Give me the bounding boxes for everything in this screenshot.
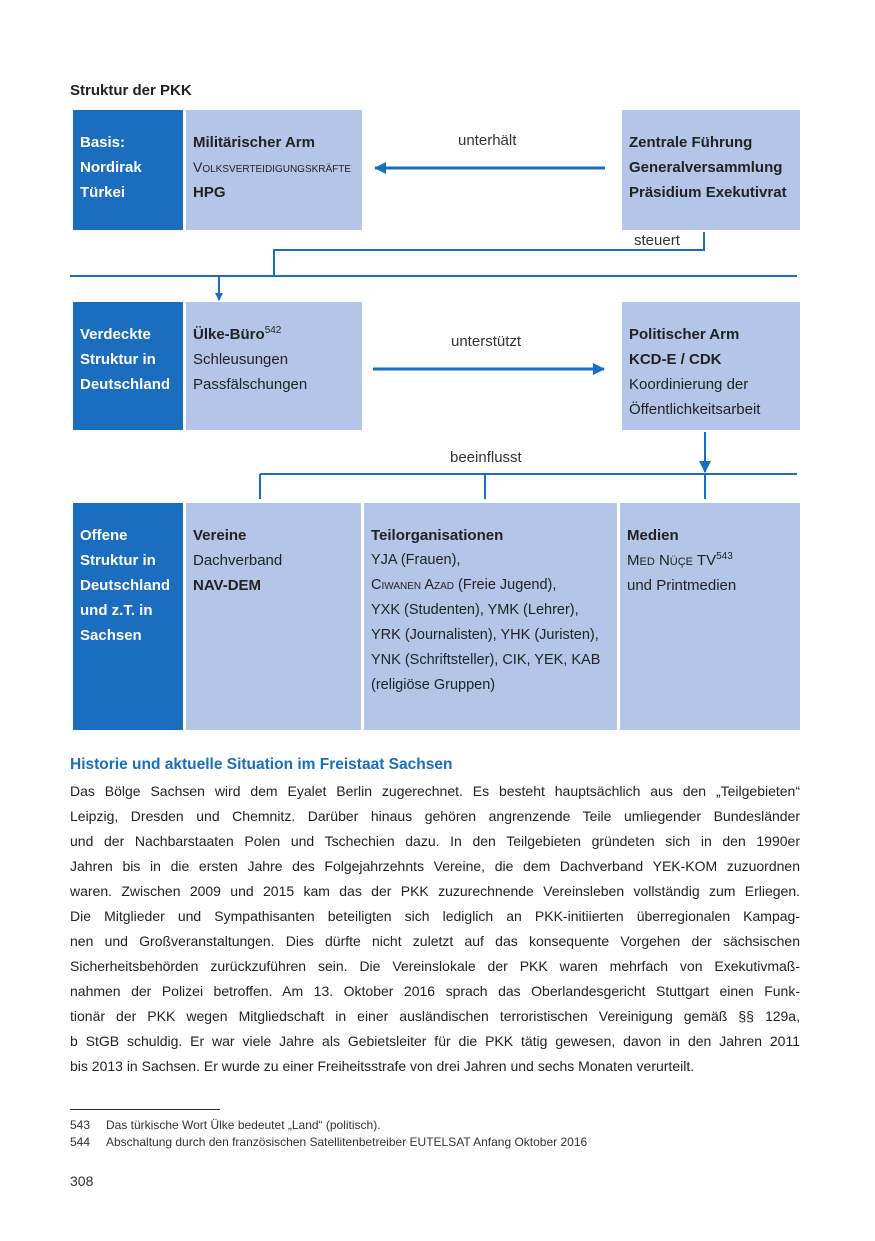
footnote-number: 543: [70, 1118, 91, 1132]
text: Präsidium Exekutivrat: [629, 184, 787, 201]
footnote-divider: [70, 1109, 220, 1110]
text: (religiöse Gruppen): [371, 677, 496, 693]
text-line: bis 2013 in Sachsen. Er wurde zu einer F…: [70, 1058, 695, 1074]
text: Basis:: [80, 134, 126, 151]
text: Ciwanen Azad: [371, 577, 455, 593]
text-line: nahmen der Polizei betroffen. Am 13. Okt…: [70, 983, 800, 999]
text: Deutschland: [80, 577, 171, 594]
edge-label-supports: unterstützt: [451, 333, 522, 350]
text: YJA (Frauen),: [371, 552, 461, 568]
level-open: Offene Struktur in Deutschland und z.T. …: [73, 503, 183, 730]
edge-label-influences: beeinflusst: [450, 449, 522, 466]
footnote-text: Abschaltung durch den französischen Sate…: [106, 1135, 588, 1149]
text: Verdeckte: [80, 326, 151, 343]
text: Nordirak: [80, 159, 142, 176]
footnote-543: 543 Das türkische Wort Ülke bedeutet „Lan…: [70, 1118, 381, 1132]
diagram-title: Struktur der PKK: [70, 82, 192, 99]
text-line: Das Bölge Sachsen wird dem Eyalet Berlin…: [70, 783, 800, 799]
media-box: Medien Med Nüçe TV543 und Printmedien: [620, 503, 800, 730]
footnote-text: Das türkische Wort Ülke bedeutet „Land“ …: [106, 1118, 381, 1132]
page-number: 308: [70, 1173, 94, 1189]
text-line: b StGB schuldig. Er war viele Jahre als …: [70, 1033, 800, 1049]
text-line: Jahren bis in die ersten Jahre des Folge…: [70, 858, 800, 874]
text: Koordinierung der: [629, 376, 749, 393]
edge-label-maintains: unterhält: [458, 132, 517, 149]
military-arm-box: Militärischer Arm Volksverteidigungskräf…: [186, 110, 362, 230]
text: YRK (Journalisten), YHK (Juristen),: [371, 627, 599, 643]
text: (Freie Jugend),: [454, 577, 557, 593]
text: YNK (Schriftsteller), CIK, YEK, KAB: [371, 652, 601, 668]
text: Passfälschungen: [193, 376, 308, 393]
text: Teilorganisationen: [371, 527, 504, 544]
text: Deutschland: [80, 376, 171, 393]
text: Generalversammlung: [629, 159, 783, 176]
text-line: waren. Zwischen 2009 und 2015 kam das de…: [70, 883, 800, 899]
suborganizations-box: Teilorganisationen YJA (Frauen), Ciwanen…: [364, 503, 617, 730]
text: Struktur in: [80, 552, 156, 569]
text: und z.T. in: [80, 602, 153, 619]
text: HPG: [193, 184, 226, 201]
text: KCD-E / CDK: [629, 351, 722, 368]
text: Zentrale Führung: [629, 134, 753, 151]
body-paragraph: Das Bölge Sachsen wird dem Eyalet Berlin…: [70, 779, 800, 1079]
footnote-number: 544: [70, 1135, 91, 1149]
text: Ülke-Büro: [193, 326, 265, 343]
text: Militärischer Arm: [193, 134, 315, 151]
text-line: Die Mitglieder und Sympathisanten beteil…: [70, 908, 800, 924]
text-line: nen und Großveranstaltungen. Dies dürfte…: [70, 933, 800, 949]
associations-box: Vereine Dachverband NAV-DEM: [186, 503, 361, 730]
text: Struktur in: [80, 351, 156, 368]
section-heading: Historie und aktuelle Situation im Freis…: [70, 756, 453, 773]
footnote-544: 544 Abschaltung durch den französischen S…: [70, 1135, 587, 1149]
text: Volksverteidigungskräfte: [193, 159, 352, 175]
text: Politischer Arm: [629, 326, 740, 343]
footnote-ref[interactable]: 543: [716, 551, 733, 562]
text: Türkei: [80, 184, 126, 201]
diagram-connectors: [70, 162, 797, 499]
central-leadership-box: Zentrale Führung Generalversammlung Präs…: [622, 110, 800, 230]
text: Medien: [627, 527, 679, 544]
text-line: und der Nachbarstaaten Polen und Tschech…: [70, 833, 800, 849]
text-line: Leipzig, Dresden und Chemnitz. Darüber h…: [70, 808, 800, 824]
text: NAV-DEM: [193, 577, 262, 594]
text: Vereine: [193, 527, 247, 544]
level-base: Basis: Nordirak Türkei: [73, 110, 183, 230]
text: Med Nüçe: [627, 552, 694, 569]
text: Sachsen: [80, 627, 142, 644]
text: Offene: [80, 527, 128, 544]
uelke-office-box: Ülke-Büro542 Schleusungen Passfälschunge…: [186, 302, 362, 430]
text: und Printmedien: [627, 577, 737, 594]
line-controls: [273, 232, 705, 276]
text: YXK (Studenten), YMK (Lehrer),: [371, 602, 579, 618]
text: Dachverband: [193, 552, 283, 569]
text-line: tionär der PKK wegen Mitgliedschaft in e…: [70, 1008, 800, 1024]
text: TV: [693, 552, 717, 569]
political-arm-box: Politischer Arm KCD-E / CDK Koordinierun…: [622, 302, 800, 430]
level-covert: Verdeckte Struktur in Deutschland: [73, 302, 183, 430]
text-line: Sicherheitsbehörden zurückzuführen sein.…: [70, 958, 800, 974]
edge-label-controls: steuert: [634, 232, 680, 249]
text: Öffentlichkeitsarbeit: [629, 401, 761, 418]
footnote-ref[interactable]: 542: [264, 325, 282, 336]
text: Schleusungen: [193, 351, 289, 368]
